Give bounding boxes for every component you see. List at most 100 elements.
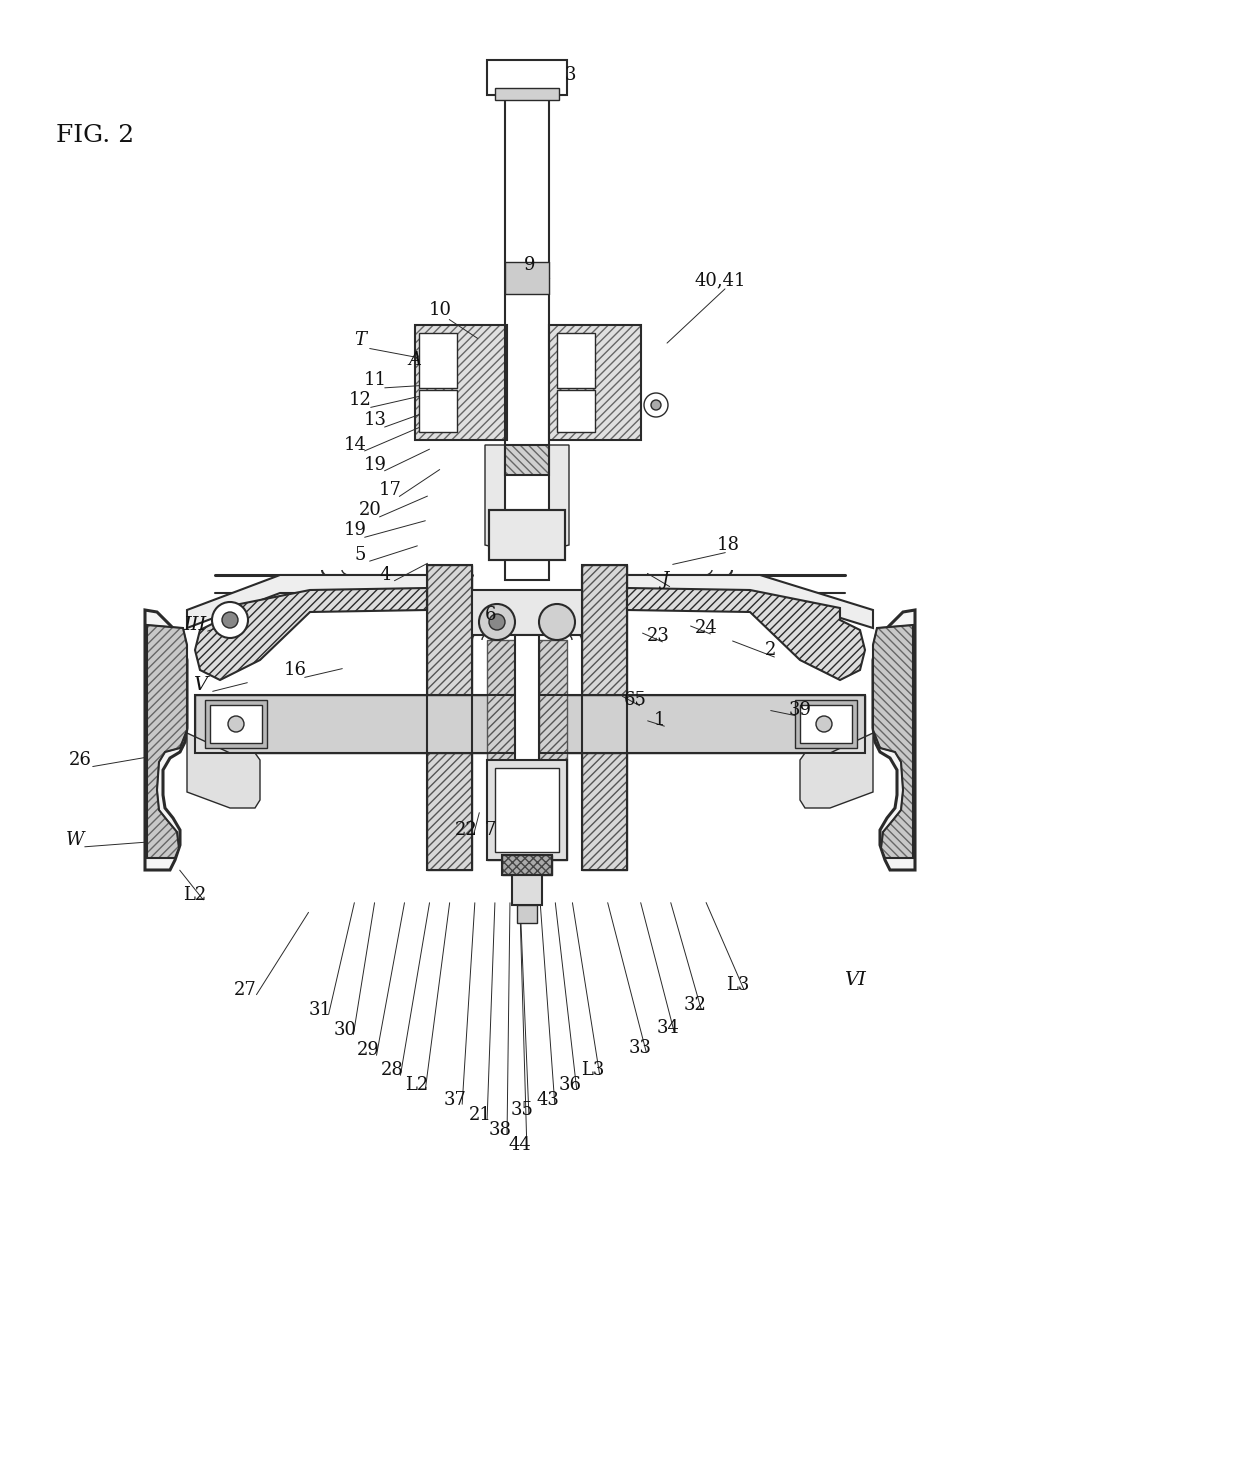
Polygon shape — [549, 445, 569, 549]
Text: 43: 43 — [537, 1091, 559, 1109]
Bar — [505, 445, 549, 474]
Text: 31: 31 — [309, 1002, 331, 1019]
Text: V: V — [193, 676, 207, 694]
Bar — [419, 390, 458, 432]
Bar — [415, 326, 507, 440]
Text: L2: L2 — [184, 885, 207, 904]
Circle shape — [479, 604, 515, 639]
Text: 27: 27 — [233, 981, 257, 999]
Bar — [515, 635, 539, 871]
Text: 16: 16 — [284, 661, 306, 679]
Polygon shape — [415, 326, 507, 440]
Text: L2: L2 — [405, 1075, 429, 1094]
Text: 12: 12 — [348, 390, 372, 409]
Polygon shape — [627, 588, 866, 681]
Bar — [489, 510, 565, 560]
Polygon shape — [539, 639, 567, 860]
Polygon shape — [427, 566, 472, 871]
Text: 24: 24 — [694, 619, 718, 636]
Text: 23: 23 — [646, 627, 670, 645]
Bar — [205, 700, 267, 748]
Bar — [582, 566, 627, 871]
Polygon shape — [549, 326, 641, 440]
Circle shape — [816, 716, 832, 732]
Text: 36: 36 — [558, 1075, 582, 1094]
Polygon shape — [800, 734, 873, 809]
Text: 37: 37 — [444, 1091, 466, 1109]
Bar — [505, 88, 549, 580]
Text: 2: 2 — [764, 641, 776, 658]
Text: T: T — [353, 331, 366, 349]
Text: 21: 21 — [469, 1106, 491, 1124]
Polygon shape — [487, 639, 515, 860]
Circle shape — [644, 393, 668, 417]
Polygon shape — [145, 610, 187, 871]
Text: 33: 33 — [629, 1038, 651, 1058]
Text: 19: 19 — [363, 457, 387, 474]
Bar — [489, 510, 565, 560]
Bar — [517, 904, 537, 924]
Bar — [487, 60, 567, 94]
Text: 32: 32 — [683, 996, 707, 1013]
Polygon shape — [195, 588, 427, 681]
Text: 29: 29 — [357, 1041, 379, 1059]
Text: 6: 6 — [485, 605, 496, 625]
Bar — [800, 706, 852, 742]
Text: 65: 65 — [624, 691, 646, 709]
Text: 20: 20 — [358, 501, 382, 518]
Text: L3: L3 — [727, 977, 750, 994]
Bar — [427, 566, 472, 871]
Circle shape — [489, 614, 505, 630]
Polygon shape — [485, 445, 505, 549]
Text: 30: 30 — [334, 1021, 357, 1038]
Bar — [795, 700, 857, 748]
Text: 44: 44 — [508, 1136, 532, 1153]
Polygon shape — [873, 610, 915, 871]
Text: VI: VI — [844, 971, 866, 988]
Polygon shape — [489, 510, 565, 560]
Circle shape — [212, 602, 248, 638]
Bar — [495, 767, 559, 851]
Polygon shape — [502, 854, 552, 875]
Circle shape — [222, 611, 238, 627]
Text: 19: 19 — [343, 521, 367, 539]
Polygon shape — [148, 625, 187, 857]
Polygon shape — [505, 445, 549, 474]
Text: 4: 4 — [379, 566, 391, 583]
Bar — [487, 760, 567, 860]
Circle shape — [651, 401, 661, 409]
Text: 22: 22 — [455, 820, 477, 840]
Text: FIG. 2: FIG. 2 — [56, 124, 134, 146]
Text: 3: 3 — [564, 66, 575, 84]
Text: W: W — [66, 831, 84, 848]
Circle shape — [539, 604, 575, 639]
Text: 11: 11 — [363, 371, 387, 389]
Bar — [505, 262, 549, 295]
Bar — [495, 88, 559, 100]
Text: 1: 1 — [655, 711, 666, 729]
Text: J: J — [661, 572, 668, 589]
Text: L3: L3 — [582, 1061, 605, 1080]
Bar — [502, 854, 552, 875]
Text: III: III — [184, 616, 207, 633]
Polygon shape — [873, 625, 913, 857]
Text: 18: 18 — [717, 536, 739, 554]
Text: A: A — [408, 351, 422, 370]
Bar — [512, 875, 542, 904]
Text: 26: 26 — [68, 751, 92, 769]
Text: 14: 14 — [343, 436, 367, 454]
Text: 17: 17 — [378, 482, 402, 499]
Polygon shape — [187, 734, 260, 809]
Circle shape — [228, 716, 244, 732]
Text: 38: 38 — [489, 1121, 511, 1139]
Bar — [549, 326, 641, 440]
Text: 34: 34 — [656, 1019, 680, 1037]
Polygon shape — [582, 574, 873, 627]
Text: 9: 9 — [525, 256, 536, 274]
Text: 28: 28 — [381, 1061, 403, 1080]
Text: 13: 13 — [363, 411, 387, 429]
Bar — [195, 695, 866, 753]
Bar — [557, 390, 595, 432]
Text: 7: 7 — [485, 820, 496, 840]
Text: 39: 39 — [789, 701, 811, 719]
